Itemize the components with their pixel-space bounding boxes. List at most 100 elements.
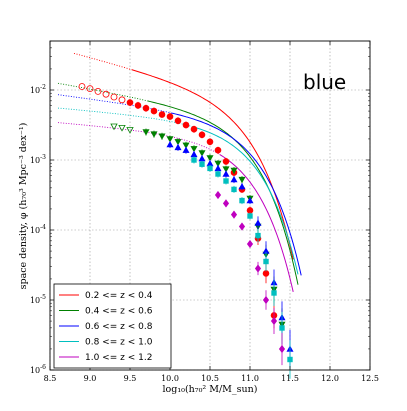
schechter-curve <box>195 127 299 275</box>
data-point-open <box>126 127 134 134</box>
data-point <box>263 258 269 265</box>
data-point <box>222 170 230 177</box>
data-point <box>239 197 245 204</box>
data-point <box>222 166 230 173</box>
y-tick-base: 10 <box>30 366 40 375</box>
data-point <box>246 196 254 204</box>
data-point <box>190 125 198 133</box>
data-point <box>142 129 150 136</box>
y-tick-label: 10-3 <box>30 154 46 165</box>
data-point <box>238 176 246 184</box>
data-point <box>231 186 237 193</box>
data-point <box>174 143 182 151</box>
data-point <box>247 213 253 219</box>
data-point <box>222 199 230 208</box>
schechter-curve <box>219 153 294 293</box>
x-tick-label: 10.5 <box>201 374 219 383</box>
data-point <box>214 190 222 200</box>
legend-label: 0.6 <= z < 0.8 <box>85 322 153 332</box>
data-point <box>207 165 213 172</box>
legend-label: 0.8 <= z < 1.0 <box>85 338 153 348</box>
legend-label: 0.2 <= z < 0.4 <box>85 291 153 301</box>
data-point <box>182 142 190 149</box>
schechter-curve <box>171 112 302 276</box>
legend: 0.2 <= z < 0.4 0.4 <= z < 0.6 0.6 <= z < 0… <box>53 283 172 369</box>
y-tick-base: 10 <box>30 86 40 95</box>
series-curves <box>57 52 302 293</box>
data-point <box>174 117 182 125</box>
schechter-curve-extrapolated <box>57 94 172 114</box>
data-point-open <box>94 88 102 95</box>
axis-ticks: 8.5 9.0 9.5 10.0 10.5 11.0 11.5 12.0 12.510-210-… <box>30 40 379 383</box>
x-tick-label: 11.0 <box>241 374 259 383</box>
y-tick-exponent: -2 <box>40 84 46 91</box>
data-point <box>174 139 182 146</box>
y-tick-exponent: -6 <box>40 364 46 371</box>
data-point <box>206 155 214 162</box>
data-point <box>158 111 166 118</box>
data-point <box>206 138 214 146</box>
data-point <box>254 264 262 273</box>
data-point-open <box>118 96 126 104</box>
data-point <box>198 150 206 157</box>
data-point <box>271 290 277 296</box>
data-point <box>126 99 134 106</box>
data-point <box>279 325 285 331</box>
y-tick-label: 10-5 <box>30 294 46 305</box>
data-point <box>238 222 246 231</box>
data-point <box>238 182 246 190</box>
x-tick-label: 11.5 <box>281 374 299 383</box>
data-point <box>246 239 254 249</box>
schechter-curve-extrapolated <box>57 122 220 155</box>
x-tick-label: 10.0 <box>161 374 179 383</box>
data-point-open <box>78 83 86 90</box>
data-point <box>166 136 174 143</box>
data-point <box>214 160 222 168</box>
x-tick-label: 9.0 <box>84 374 97 383</box>
y-tick-exponent: -4 <box>40 224 46 231</box>
data-point <box>215 171 221 177</box>
schechter-curve-extrapolated <box>73 52 132 71</box>
y-tick-exponent: -5 <box>40 294 46 301</box>
y-tick-label: 10-4 <box>30 224 46 235</box>
data-point <box>134 102 142 109</box>
data-point <box>254 219 262 226</box>
data-point <box>255 232 261 239</box>
data-point <box>278 344 286 354</box>
y-tick-base: 10 <box>30 296 40 305</box>
y-tick-base: 10 <box>30 226 40 235</box>
legend-label: 1.0 <= z < 1.2 <box>85 353 152 363</box>
data-point-open <box>102 90 110 98</box>
x-tick-label: 12.5 <box>361 374 379 383</box>
data-point <box>287 356 293 363</box>
schechter-curve <box>131 69 294 260</box>
data-point <box>191 157 197 163</box>
data-point <box>142 104 150 112</box>
data-point <box>230 167 238 175</box>
y-tick-base: 10 <box>30 156 40 165</box>
x-tick-label: 12.0 <box>321 374 339 383</box>
series-points <box>78 83 294 379</box>
data-point <box>158 133 166 140</box>
data-point <box>230 175 238 183</box>
x-tick-label: 8.5 <box>44 374 57 383</box>
data-point <box>182 146 190 153</box>
panel-label: blue <box>303 70 346 94</box>
data-point <box>190 146 198 153</box>
y-tick-label: 10-2 <box>30 84 46 95</box>
data-point <box>150 131 158 138</box>
data-point-open <box>110 93 118 101</box>
x-tick-label: 9.5 <box>124 374 137 383</box>
legend-label: 0.4 <= z < 0.6 <box>85 307 153 317</box>
data-point-open <box>110 123 118 131</box>
data-point <box>198 131 206 139</box>
data-point <box>166 140 174 148</box>
y-axis-label: space density, φ (h₇₀³ Mpc⁻³ dex⁻¹) <box>18 123 29 290</box>
data-point-open <box>86 85 94 92</box>
data-point <box>182 121 190 129</box>
data-point <box>199 161 205 167</box>
data-point <box>150 107 158 115</box>
y-tick-label: 10-6 <box>30 364 46 375</box>
